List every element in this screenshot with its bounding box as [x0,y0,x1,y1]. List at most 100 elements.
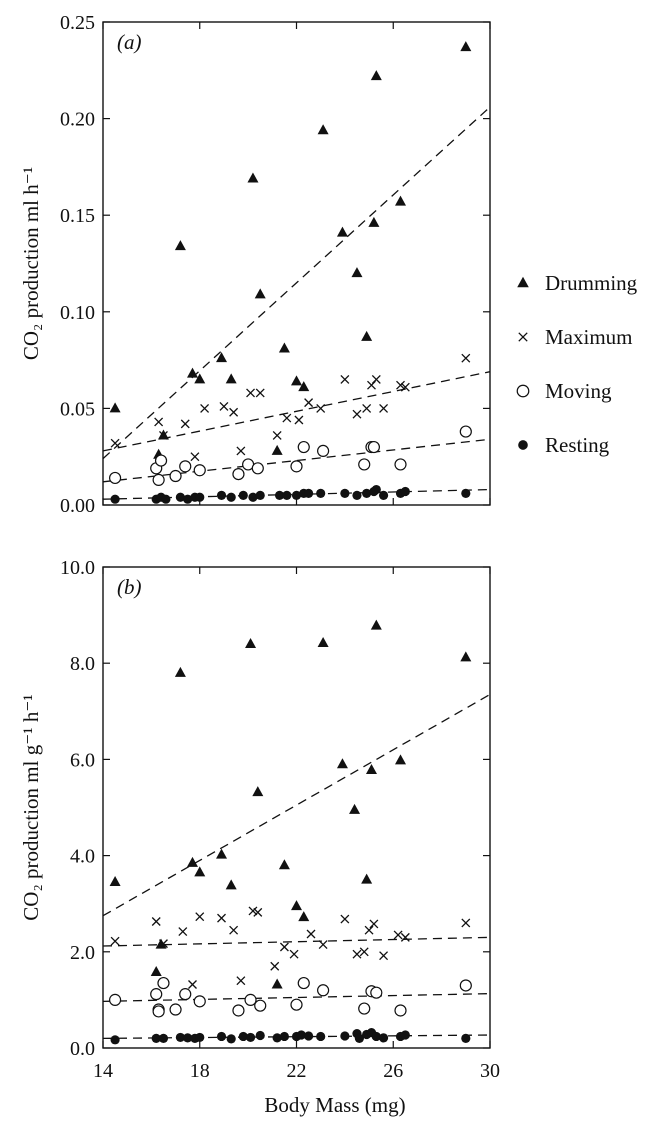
panel-a-point-drumming [174,240,186,251]
panel-a-point-resting [400,486,410,497]
panel-a-point-drumming [317,124,329,135]
panel-a-point-resting [340,488,350,499]
panel-a-point-moving [459,425,472,438]
panel-b-point-moving [244,993,257,1007]
panel-a-point-resting [216,490,227,500]
panel-b-point-drumming [298,911,310,922]
panel-a-point-drumming [109,402,121,413]
panel-b-y-tick-label: 8.0 [70,653,95,675]
panel-a-point-moving [169,469,182,483]
panel-a-point-resting [371,484,381,495]
panel-b-point-moving [193,995,206,1008]
panel-a-point-moving [297,440,310,454]
panel-a-trendline-maximum [102,371,491,452]
panel-b-y-tick-label: 0.0 [70,1038,95,1060]
panel-a-point-maximum [219,402,229,411]
panel-a-point-maximum [371,374,381,384]
panel-b-point-moving [169,1003,182,1016]
panel-a-point-drumming [225,373,237,384]
panel-a-point-maximum [190,452,200,462]
panel-b-x-tick-label: 30 [480,1060,500,1082]
legend-marker-maximum [518,332,528,342]
panel-b-point-drumming [460,651,472,662]
panel-a-point-resting [378,490,389,500]
panel-b-point-moving [152,1005,165,1018]
panel-b-x-tick-label: 18 [190,1060,210,1082]
panel-a-point-resting [183,494,193,504]
panel-b-point-maximum [248,906,258,916]
panel-b-point-maximum [318,940,328,950]
panel-b-trendline-moving [102,992,491,1002]
panel-b-point-resting [175,1032,185,1043]
panel-b-point-maximum [236,976,246,986]
panel-a-y-tick-label: 0.20 [60,109,95,131]
panel-b-point-resting [238,1031,248,1042]
panel-b-point-moving [290,998,303,1011]
panel-b-point-moving [254,999,267,1012]
panel-b-point-moving [394,1004,407,1017]
panel-a-point-moving [358,458,371,471]
panel-b-point-moving [370,986,383,999]
panel-b-point-resting [110,1035,120,1045]
panel-a-point-maximum [400,382,410,392]
legend-item-resting: Resting [518,433,610,457]
panel-b-point-drumming [365,763,377,774]
panel-a-y-tick-label: 0.25 [60,12,95,34]
panel-a-point-drumming [254,288,266,299]
panel-a-point-drumming [361,330,373,341]
panel-b-point-maximum [461,918,471,928]
panel-b-point-drumming [336,758,348,769]
panel-b-point-moving [157,976,170,990]
panel-b-point-maximum [151,917,161,926]
panel-b-x-tick-label: 14 [93,1060,113,1082]
panel-b-point-maximum [364,925,374,935]
panel-a-point-resting [352,490,362,500]
panel-b-point-maximum [289,949,299,959]
panel-b-point-resting [461,1033,471,1043]
panel-a-point-drumming [186,367,198,378]
panel-a-point-maximum [294,415,304,425]
panel-b-trendline-drumming [102,693,491,917]
panel-a-point-resting [461,488,471,499]
panel-b-label: (b) [117,575,142,599]
panel-a-point-maximum [200,403,210,413]
panel-a-point-maximum [362,403,372,413]
panel-b-point-maximum [379,951,389,961]
panel-a-point-drumming [336,226,348,237]
panel-b-point-maximum [178,927,188,937]
panel-a-point-moving [251,462,264,475]
panel-a-point-maximum [180,419,190,429]
panel-b-point-maximum [217,913,226,923]
panel-a-series-drumming [102,41,491,460]
panel-b-trendline-maximum [102,936,491,947]
panel-a-point-drumming [278,342,290,353]
legend-label-moving: Moving [545,379,612,403]
panel-b-point-maximum [253,907,263,917]
panel-b-x-tick-label: 22 [287,1060,307,1082]
panel-b-point-maximum [306,929,316,939]
panel-a-point-maximum [154,417,164,427]
panel-b-point-moving [150,988,163,1001]
panel-a-series-moving [102,425,491,486]
panel-b-point-drumming [216,848,228,859]
panel-b-series-maximum [102,906,491,989]
panel-a-point-drumming [247,172,259,183]
panel-a-point-resting [226,492,236,502]
panel-b-point-drumming [370,619,382,630]
panel-a-y-tick-label: 0.00 [60,495,95,517]
panel-a-point-maximum [110,438,120,448]
panel-a-series-resting [102,484,491,504]
panel-b-point-resting [272,1033,282,1043]
panel-b-chart: 0.0 2.0 4.0 6.0 8.0 10.0 14 18 22 26 30 (b) CO₂ prod… [19,557,500,1082]
panel-b-point-drumming [245,637,257,648]
panel-b-point-maximum [195,912,205,922]
panel-b-point-maximum [229,925,239,935]
panel-a-point-maximum [229,407,239,417]
panel-b-point-moving [108,993,122,1007]
panel-a-point-resting [282,490,292,500]
panel-a-point-maximum [316,403,326,413]
panel-a-point-maximum [379,403,389,413]
panel-a-point-drumming [370,70,382,81]
panel-a-point-moving [108,471,122,485]
